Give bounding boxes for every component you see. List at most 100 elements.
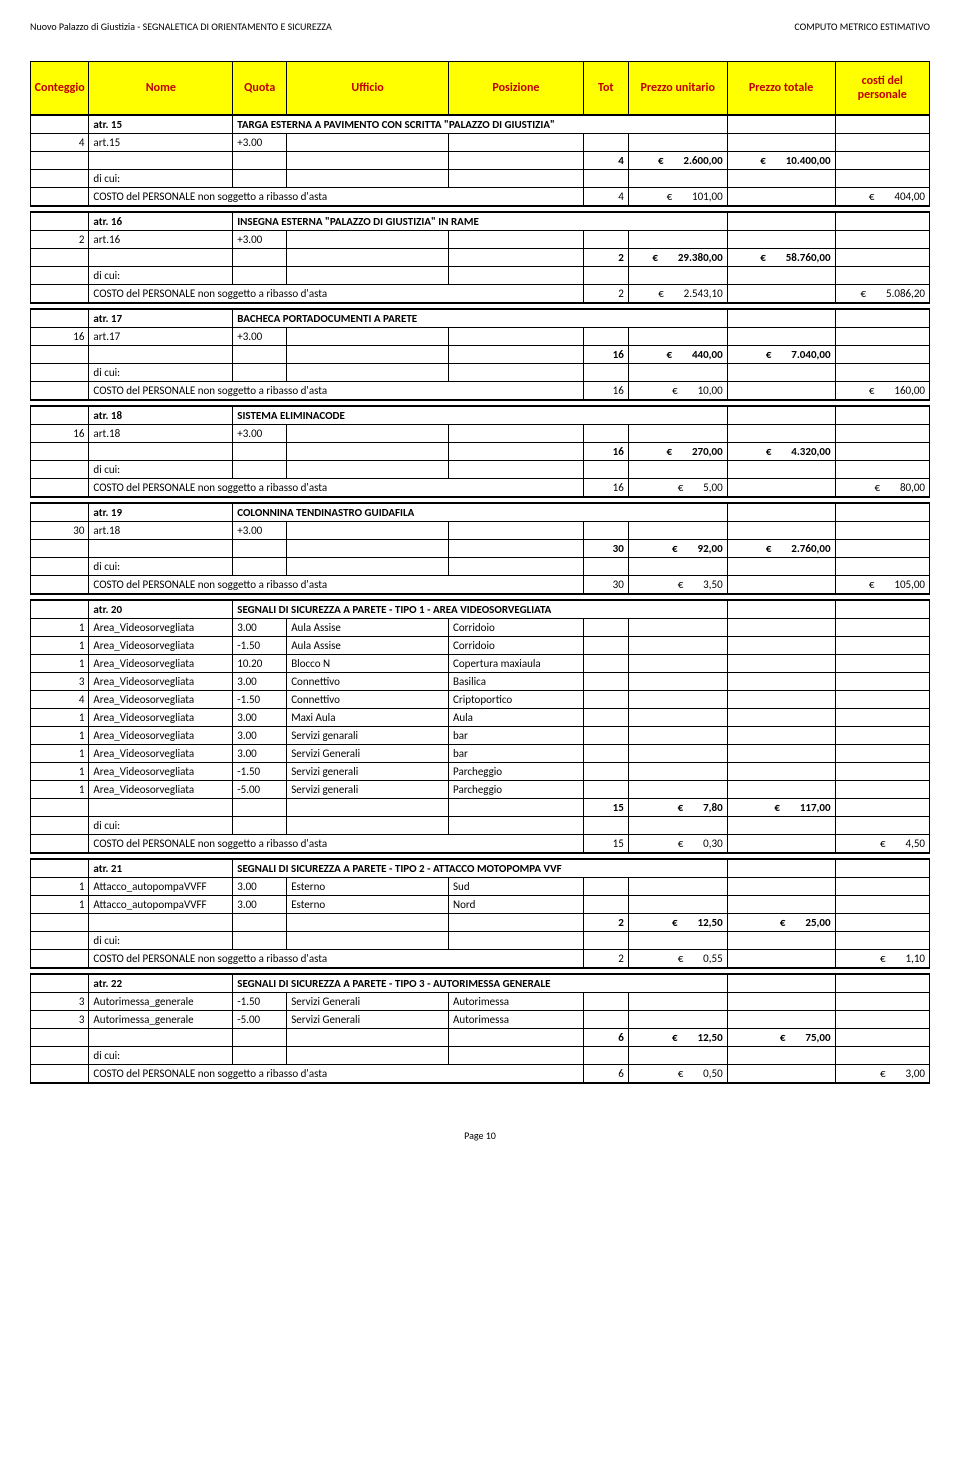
cell: Esterno: [287, 878, 449, 896]
cell: [233, 540, 287, 558]
detail-row: 1Area_Videosorvegliata3.00Maxi AulaAula: [31, 709, 930, 727]
cell: [835, 655, 929, 673]
cell: Area_Videosorvegliata: [89, 691, 233, 709]
cell: [233, 817, 287, 835]
dicui-row: di cui:: [31, 170, 930, 188]
cell: [31, 115, 89, 134]
cell: [727, 558, 835, 576]
cell: [31, 1065, 89, 1084]
costo-row: COSTO del PERSONALE non soggetto a ribas…: [31, 835, 930, 854]
costo-row: COSTO del PERSONALE non soggetto a ribas…: [31, 479, 930, 498]
art-row: 30art.18+3.00: [31, 522, 930, 540]
cell: € 404,00: [835, 188, 929, 207]
cell: [835, 152, 929, 170]
total-row: 30€ 92,00€ 2.760,00: [31, 540, 930, 558]
cell: [583, 328, 628, 346]
cell: -1.50: [233, 637, 287, 655]
cell: [727, 285, 835, 304]
cell: [583, 637, 628, 655]
cell: € 12,50: [628, 914, 727, 932]
cell: [449, 364, 584, 382]
cell: [583, 1011, 628, 1029]
cell: € 7.040,00: [727, 346, 835, 364]
cell: 30: [31, 522, 89, 540]
cell: di cui:: [89, 364, 233, 382]
cell: Connettivo: [287, 673, 449, 691]
cell: [31, 817, 89, 835]
cell: [89, 1029, 233, 1047]
cell: Area_Videosorvegliata: [89, 781, 233, 799]
cell: [727, 425, 835, 443]
col-ufficio: Ufficio: [287, 62, 449, 116]
cell: [449, 817, 584, 835]
cell: [628, 691, 727, 709]
art-row: 16art.17+3.00: [31, 328, 930, 346]
cell: [287, 346, 449, 364]
cell: [835, 974, 929, 993]
cell: [233, 1047, 287, 1065]
detail-row: 3Area_Videosorvegliata3.00ConnettivoBasi…: [31, 673, 930, 691]
cell: [727, 817, 835, 835]
cell: [628, 1047, 727, 1065]
costo-label: COSTO del PERSONALE non soggetto a ribas…: [89, 479, 583, 498]
cell: € 160,00: [835, 382, 929, 401]
cell: [449, 249, 584, 267]
cell: [835, 267, 929, 285]
cell: [31, 188, 89, 207]
costo-label: COSTO del PERSONALE non soggetto a ribas…: [89, 188, 583, 207]
col-posizione: Posizione: [449, 62, 584, 116]
section-title: COLONNINA TENDINASTRO GUIDAFILA: [233, 503, 727, 522]
col-nome: Nome: [89, 62, 233, 116]
cell: € 12,50: [628, 1029, 727, 1047]
cell: [628, 134, 727, 152]
cell: [31, 503, 89, 522]
cell: [583, 231, 628, 249]
cell: 2: [583, 285, 628, 304]
cell: [583, 691, 628, 709]
cell: [727, 170, 835, 188]
cell: [727, 600, 835, 619]
col-prezzo-unit: Prezzo unitario: [628, 62, 727, 116]
cell: 10.20: [233, 655, 287, 673]
total-row: 16€ 440,00€ 7.040,00: [31, 346, 930, 364]
cell: [628, 522, 727, 540]
cell: Autorimessa_generale: [89, 993, 233, 1011]
cell: [727, 950, 835, 969]
cell: 1: [31, 637, 89, 655]
detail-row: 1Attacco_autopompaVVFF3.00EsternoSud: [31, 878, 930, 896]
cell: [449, 522, 584, 540]
cell: [727, 691, 835, 709]
cell: Blocco N: [287, 655, 449, 673]
cell: [233, 914, 287, 932]
cell: [628, 461, 727, 479]
section-title-row: atr. 16INSEGNA ESTERNA "PALAZZO DI GIUST…: [31, 212, 930, 231]
cell: € 25,00: [727, 914, 835, 932]
costo-label: COSTO del PERSONALE non soggetto a ribas…: [89, 835, 583, 854]
cell: [287, 267, 449, 285]
dicui-row: di cui:: [31, 1047, 930, 1065]
cell: [835, 540, 929, 558]
cell: [835, 503, 929, 522]
costo-label: COSTO del PERSONALE non soggetto a ribas…: [89, 285, 583, 304]
cell: [835, 522, 929, 540]
cell: [727, 878, 835, 896]
cell: [835, 425, 929, 443]
cell: atr. 19: [89, 503, 233, 522]
cell: [727, 212, 835, 231]
detail-row: 1Area_Videosorvegliata-1.50Servizi gener…: [31, 763, 930, 781]
cell: [835, 115, 929, 134]
cell: [89, 799, 233, 817]
cell: [835, 231, 929, 249]
cell: Area_Videosorvegliata: [89, 727, 233, 745]
detail-row: 1Area_Videosorvegliata3.00Servizi Genera…: [31, 745, 930, 763]
cell: [835, 763, 929, 781]
cell: [835, 727, 929, 745]
cell: [449, 461, 584, 479]
cell: [628, 170, 727, 188]
cell: [835, 914, 929, 932]
cell: [835, 993, 929, 1011]
cell: [31, 382, 89, 401]
cell: [835, 1029, 929, 1047]
cell: 1: [31, 727, 89, 745]
section-title: SEGNALI DI SICUREZZA A PARETE - TIPO 2 -…: [233, 859, 727, 878]
